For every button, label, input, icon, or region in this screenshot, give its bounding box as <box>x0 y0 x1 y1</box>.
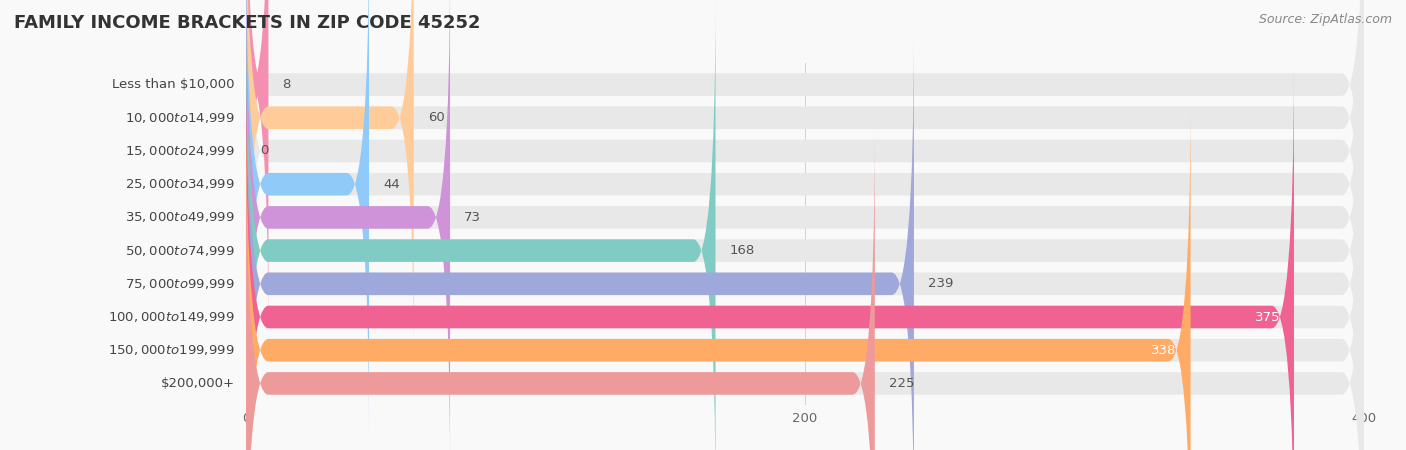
Text: 0: 0 <box>260 144 269 158</box>
FancyBboxPatch shape <box>246 0 1364 372</box>
FancyBboxPatch shape <box>246 0 269 339</box>
Text: $100,000 to $149,999: $100,000 to $149,999 <box>108 310 235 324</box>
Text: 239: 239 <box>928 277 953 290</box>
Text: $50,000 to $74,999: $50,000 to $74,999 <box>125 243 235 257</box>
Text: $150,000 to $199,999: $150,000 to $199,999 <box>108 343 235 357</box>
FancyBboxPatch shape <box>246 0 450 450</box>
FancyBboxPatch shape <box>246 0 368 439</box>
FancyBboxPatch shape <box>246 96 1364 450</box>
Text: $200,000+: $200,000+ <box>160 377 235 390</box>
Text: $35,000 to $49,999: $35,000 to $49,999 <box>125 211 235 225</box>
Text: Less than $10,000: Less than $10,000 <box>112 78 235 91</box>
FancyBboxPatch shape <box>246 0 1364 439</box>
FancyBboxPatch shape <box>246 0 1364 339</box>
FancyBboxPatch shape <box>246 0 1364 450</box>
Text: 375: 375 <box>1254 310 1279 324</box>
FancyBboxPatch shape <box>246 0 1364 450</box>
FancyBboxPatch shape <box>246 129 1364 450</box>
Text: 44: 44 <box>382 178 399 191</box>
FancyBboxPatch shape <box>246 0 1364 405</box>
Text: $75,000 to $99,999: $75,000 to $99,999 <box>125 277 235 291</box>
FancyBboxPatch shape <box>246 63 1294 450</box>
Text: 225: 225 <box>889 377 914 390</box>
Text: $15,000 to $24,999: $15,000 to $24,999 <box>125 144 235 158</box>
Text: FAMILY INCOME BRACKETS IN ZIP CODE 45252: FAMILY INCOME BRACKETS IN ZIP CODE 45252 <box>14 14 481 32</box>
Text: Source: ZipAtlas.com: Source: ZipAtlas.com <box>1258 14 1392 27</box>
FancyBboxPatch shape <box>246 29 914 450</box>
Text: 338: 338 <box>1152 344 1177 357</box>
FancyBboxPatch shape <box>246 0 716 450</box>
FancyBboxPatch shape <box>246 0 413 372</box>
FancyBboxPatch shape <box>246 96 1191 450</box>
FancyBboxPatch shape <box>246 129 875 450</box>
Text: 8: 8 <box>283 78 291 91</box>
Text: 168: 168 <box>730 244 755 257</box>
Text: 73: 73 <box>464 211 481 224</box>
FancyBboxPatch shape <box>246 29 1364 450</box>
FancyBboxPatch shape <box>246 63 1364 450</box>
Text: 60: 60 <box>427 111 444 124</box>
Text: $25,000 to $34,999: $25,000 to $34,999 <box>125 177 235 191</box>
Text: $10,000 to $14,999: $10,000 to $14,999 <box>125 111 235 125</box>
